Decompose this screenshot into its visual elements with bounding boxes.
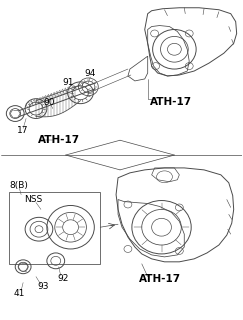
Text: 94: 94 [85, 69, 96, 78]
Text: 17: 17 [17, 126, 29, 135]
Text: NSS: NSS [24, 195, 42, 204]
Text: 41: 41 [14, 289, 25, 298]
Text: 91: 91 [63, 78, 74, 87]
Text: 93: 93 [37, 282, 49, 291]
Text: ATH-17: ATH-17 [139, 274, 181, 284]
Text: 92: 92 [57, 274, 68, 283]
Text: ATH-17: ATH-17 [150, 97, 192, 107]
Text: ATH-17: ATH-17 [38, 135, 80, 145]
Text: 90: 90 [43, 98, 55, 107]
Text: 8(B): 8(B) [10, 181, 29, 190]
